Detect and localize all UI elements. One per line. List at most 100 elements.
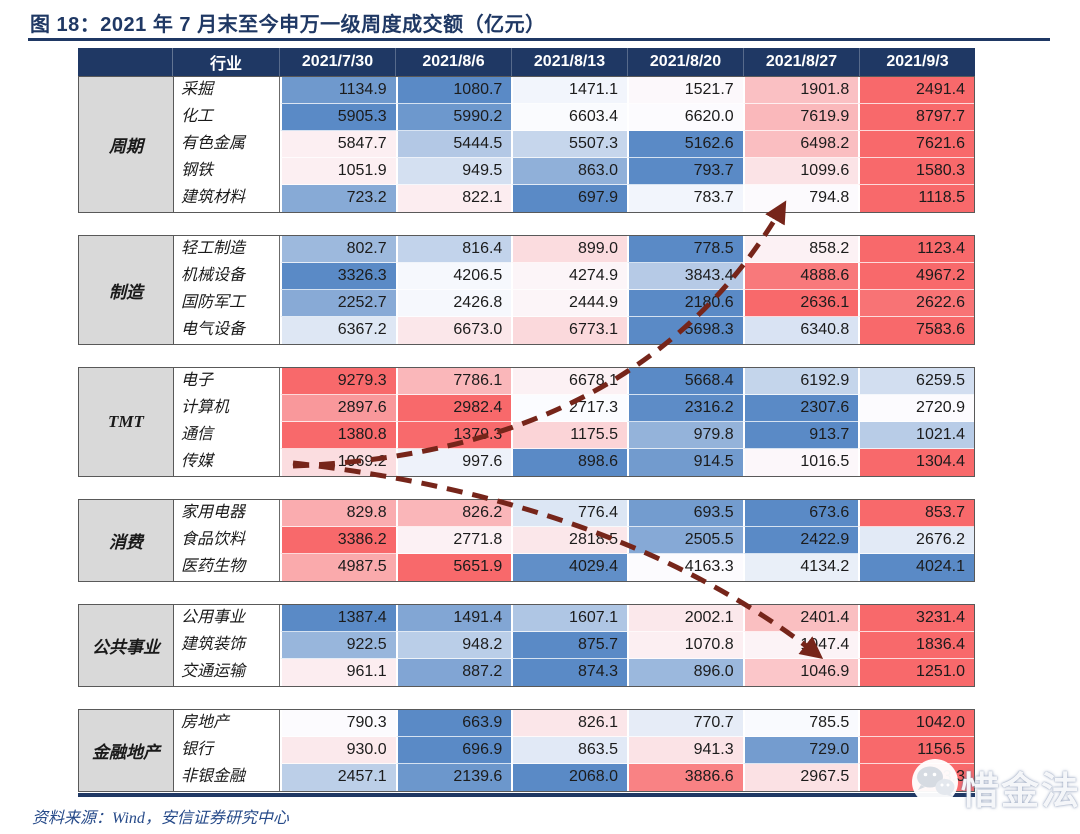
data-cell: 1251.0: [858, 659, 974, 686]
industry-label: 传媒: [174, 449, 280, 476]
group-label: 周期: [79, 77, 174, 212]
date-column-header: 2021/7/30: [279, 48, 395, 76]
date-column-header: 2021/8/13: [511, 48, 627, 76]
table-row: 通信 1380.8 1379.3 1175.5 979.8 913.7 1021.4: [174, 422, 974, 449]
data-cell: 2068.0: [511, 764, 627, 791]
data-cell: 6773.1: [511, 317, 627, 344]
data-cell: 6620.0: [626, 104, 743, 131]
data-cell: 2316.2: [626, 395, 743, 422]
group-rows: 公用事业 1387.4 1491.4 1607.1 2002.1 2401.4 3231.4…: [174, 605, 974, 686]
data-cell: 1379.3: [395, 422, 512, 449]
industry-label: 采掘: [174, 77, 280, 104]
data-cell: 922.5: [280, 632, 396, 659]
group-rows: 房地产 790.3 663.9 826.1 770.7 785.5 1042.0 银行 930.…: [174, 710, 974, 791]
data-cell: 979.8: [626, 422, 743, 449]
table-row: 采掘 1134.9 1080.7 1471.1 1521.7 1901.8 2491.4: [174, 77, 974, 104]
data-cell: 863.0: [511, 158, 627, 185]
industry-label: 食品饮料: [174, 527, 280, 554]
data-cell: 6498.2: [742, 131, 859, 158]
data-cell: 673.6: [742, 500, 859, 527]
group-label: 金融地产: [79, 710, 174, 791]
industry-label: 非银金融: [174, 764, 280, 791]
industry-label: 房地产: [174, 710, 280, 737]
table-row: 电气设备 6367.2 6673.0 6773.1 5698.3 6340.8 7583.6: [174, 317, 974, 344]
industry-group-block: 金融地产 房地产 790.3 663.9 826.1 770.7 785.5 1042.0 银行…: [78, 709, 975, 792]
data-cell: 1047.4: [742, 632, 859, 659]
industry-label: 家用电器: [174, 500, 280, 527]
data-cell: 1046.9: [742, 659, 859, 686]
data-cell: 4163.3: [626, 554, 743, 581]
heatmap-table: 行业 2021/7/30 2021/8/6 2021/8/13 2021/8/20 20…: [78, 48, 975, 814]
data-cell: 829.8: [280, 500, 396, 527]
header-corner-cell: [78, 48, 172, 76]
data-cell: 874.3: [511, 659, 627, 686]
industry-group-block: 周期 采掘 1134.9 1080.7 1471.1 1521.7 1901.8 2491.4…: [78, 76, 975, 213]
data-cell: 4888.6: [742, 263, 859, 290]
industry-label: 电气设备: [174, 317, 280, 344]
data-cell: 2180.6: [626, 290, 743, 317]
table-row: 公用事业 1387.4 1491.4 1607.1 2002.1 2401.4 3231.4: [174, 605, 974, 632]
industry-label: 建筑装饰: [174, 632, 280, 659]
data-cell: 2676.2: [858, 527, 974, 554]
data-cell: 790.3: [280, 710, 396, 737]
data-cell: 2622.6: [858, 290, 974, 317]
industry-label: 医药生物: [174, 554, 280, 581]
data-cell: 913.7: [742, 422, 859, 449]
data-cell: 5162.6: [626, 131, 743, 158]
data-cell: 2505.5: [626, 527, 743, 554]
data-cell: 4274.9: [511, 263, 627, 290]
watermark: 惜金法: [905, 756, 1079, 816]
table-row: 国防军工 2252.7 2426.8 2444.9 2180.6 2636.1 2622.6: [174, 290, 974, 317]
data-cell: 1021.4: [858, 422, 974, 449]
data-cell: 2491.4: [858, 77, 974, 104]
data-cell: 1175.5: [511, 422, 627, 449]
data-cell: 723.2: [280, 185, 396, 212]
data-cell: 2717.3: [511, 395, 627, 422]
data-cell: 5444.5: [395, 131, 512, 158]
table-row: 医药生物 4987.5 5651.9 4029.4 4163.3 4134.2 4024.1: [174, 554, 974, 581]
data-cell: 5905.3: [280, 104, 396, 131]
data-cell: 5698.3: [626, 317, 743, 344]
data-cell: 802.7: [280, 236, 396, 263]
data-cell: 4134.2: [742, 554, 859, 581]
industry-label: 建筑材料: [174, 185, 280, 212]
data-cell: 948.2: [395, 632, 512, 659]
data-cell: 2426.8: [395, 290, 512, 317]
data-cell: 2636.1: [742, 290, 859, 317]
industry-label: 有色金属: [174, 131, 280, 158]
data-cell: 4987.5: [280, 554, 396, 581]
data-cell: 2139.6: [395, 764, 512, 791]
group-rows: 家用电器 829.8 826.2 776.4 693.5 673.6 853.7 食品饮料 33…: [174, 500, 974, 581]
data-cell: 1836.4: [858, 632, 974, 659]
data-cell: 1134.9: [280, 77, 396, 104]
data-cell: 2252.7: [280, 290, 396, 317]
data-cell: 2720.9: [858, 395, 974, 422]
industry-label: 轻工制造: [174, 236, 280, 263]
data-cell: 778.5: [626, 236, 743, 263]
industry-group-block: 消费 家用电器 829.8 826.2 776.4 693.5 673.6 853.7 食品饮料…: [78, 499, 975, 582]
table-row: 化工 5905.3 5990.2 6603.4 6620.0 7619.9 8797.7: [174, 104, 974, 131]
industry-column-header: 行业: [172, 48, 279, 76]
data-cell: 7619.9: [742, 104, 859, 131]
industry-label: 钢铁: [174, 158, 280, 185]
data-cell: 6673.0: [395, 317, 512, 344]
table-row: 传媒 1069.2 997.6 898.6 914.5 1016.5 1304.4: [174, 449, 974, 476]
industry-label: 交通运输: [174, 659, 280, 686]
data-cell: 3386.2: [280, 527, 396, 554]
industry-label: 国防军工: [174, 290, 280, 317]
data-cell: 794.8: [742, 185, 859, 212]
data-cell: 783.7: [626, 185, 743, 212]
data-cell: 5651.9: [395, 554, 512, 581]
data-cell: 6367.2: [280, 317, 396, 344]
table-row: 交通运输 961.1 887.2 874.3 896.0 1046.9 1251.0: [174, 659, 974, 686]
data-cell: 8797.7: [858, 104, 974, 131]
data-cell: 6340.8: [742, 317, 859, 344]
data-cell: 896.0: [626, 659, 743, 686]
industry-label: 机械设备: [174, 263, 280, 290]
data-cell: 6192.9: [742, 368, 859, 395]
data-cell: 2967.5: [742, 764, 859, 791]
table-header-row: 行业 2021/7/30 2021/8/6 2021/8/13 2021/8/20 20…: [78, 48, 975, 76]
data-cell: 4206.5: [395, 263, 512, 290]
